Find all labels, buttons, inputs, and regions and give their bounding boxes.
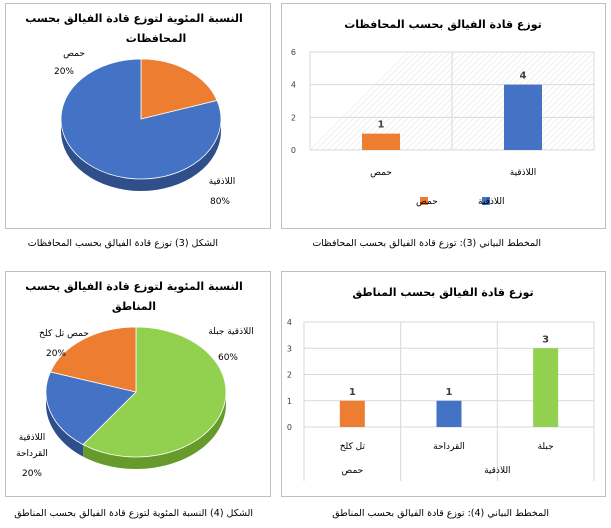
bar [533,348,559,427]
hatch-line [561,117,594,150]
hatch-line [429,52,529,150]
hatch-line [310,52,409,150]
chart-title: توزع قادة الفيالق بحسب المناطق [352,286,533,299]
hatch-line [333,52,433,150]
hatch-line [315,52,415,150]
hatch-line [327,52,427,150]
pie-slice-side [83,392,226,469]
y-tick-label: 1 [287,397,292,406]
hatch-line [339,52,439,150]
bar [436,400,462,427]
hatch-line [555,111,594,150]
legend-label: حمص [416,197,438,207]
pie-slice-side [46,392,84,457]
bar-chart-governorates-panel: توزع قادة الفيالق بحسب المحافظات 0 2 4 6 4 الل… [281,3,606,229]
y-tick-label: 0 [287,423,292,432]
hatch-line [321,52,421,150]
chart-title-line1: النسبة المئوية لتوزع قادة الفيالق بحسب [25,12,243,25]
hatch-line [417,52,517,150]
bar [339,400,365,427]
bar [362,133,400,150]
slice-percent-label: 20% [46,349,66,359]
slice-name-label: اللاذقية [209,177,235,187]
hatch-line [531,87,594,150]
hatch-line [411,52,511,150]
x-tick-label: حمص [370,168,392,178]
pie-slice-side [61,119,221,191]
x-tick-label: جبلة [538,442,554,452]
hatch-line [537,93,594,150]
slice-name-label: اللاذقية جبلة [208,327,253,337]
y-tick-label: 0 [291,146,296,155]
hatch-line [549,105,594,150]
pie-slice [60,58,222,180]
data-label: 3 [542,334,549,345]
x-tick-label: اللاذقية [510,168,536,178]
legend-swatch [420,197,428,205]
chart-title-line1: النسبة المئوية لتوزع قادة الفيالق بحسب [25,280,243,293]
hatch-line [399,52,499,150]
group-label: اللاذقية [484,466,510,476]
bar-chart-governorates: توزع قادة الفيالق بحسب المحافظات 0 2 4 6 4 الل… [291,18,605,207]
y-tick-label: 6 [291,48,296,57]
data-label: 4 [520,71,527,82]
pie-chart-governorates: النسبة المئوية لتوزع قادة الفيالق بحسب ال… [25,12,243,207]
hatch-line [423,52,523,150]
pie-slice [49,326,137,393]
pie-slice [140,58,218,120]
slice-name-label: حمص [63,49,85,59]
legend-swatch [482,197,490,205]
chart-title: توزع قادة الفيالق بحسب المحافظات [344,18,541,31]
data-label: 1 [378,120,385,131]
slice-percent-label: 60% [218,353,238,363]
group-label: حمص [341,466,363,476]
pie-chart-regions-panel: النسبة المئوية لتوزع قادة الفيالق بحسب ال… [5,271,271,497]
y-tick-label: 2 [291,113,296,122]
data-label: 1 [446,387,453,398]
slice-name-label: اللاذقية [19,433,45,443]
data-label: 1 [349,387,356,398]
slice-percent-label: 20% [22,469,42,479]
slice-percent-label: 20% [54,67,74,77]
slice-name-label: القرداحة [16,449,48,459]
hatch-line [441,52,541,150]
hatch-line [604,52,605,150]
x-tick-label: القرداحة [433,442,465,452]
bar-chart-regions: توزع قادة الفيالق بحسب المناطق 0 1 2 3 4 3 جبلة… [287,286,595,481]
caption-pie-governorates: الشكل (3) توزع قادة الفيالق بحسب المحافظ… [27,238,218,249]
slice-name-label: حمص تل كلخ [39,329,89,339]
bar-chart-regions-panel: توزع قادة الفيالق بحسب المناطق 0 1 2 3 4 3 جبلة… [281,271,606,497]
hatch-line [387,52,487,150]
x-tick-label: تل كلخ [340,442,366,452]
legend-label: اللاذقية [478,197,504,207]
hatch-line [598,52,605,150]
bar [504,84,542,150]
hatch-line [543,99,594,150]
pie-slice [45,371,137,446]
chart-title-line2: المحافظات [126,32,186,45]
y-tick-label: 4 [287,318,292,327]
caption-pie-regions: الشكل (4) النسبة المئوية لتوزع قادة الفي… [14,508,253,519]
y-tick-label: 4 [291,81,296,90]
pie-slice [82,326,227,458]
hatch-line [447,52,547,150]
y-tick-label: 2 [287,371,292,380]
hatch-line [393,52,493,150]
pie-chart-governorates-panel: النسبة المئوية لتوزع قادة الفيالق بحسب ال… [5,3,271,229]
pie-chart-regions: النسبة المئوية لتوزع قادة الفيالق بحسب ال… [16,280,254,479]
slice-percent-label: 80% [210,197,230,207]
hatch-line [573,129,594,150]
hatch-line [405,52,505,150]
caption-bar-governorates: المخطط البياني (3): توزع قادة الفيالق بح… [312,238,541,249]
hatch-line [525,81,594,150]
hatch-line [567,123,594,150]
y-tick-label: 3 [287,344,292,353]
hatch-line [453,52,553,150]
caption-bar-regions: المخطط البياني (4): توزع قادة الفيالق بح… [332,508,549,519]
chart-title-line2: المناطق [112,300,156,313]
